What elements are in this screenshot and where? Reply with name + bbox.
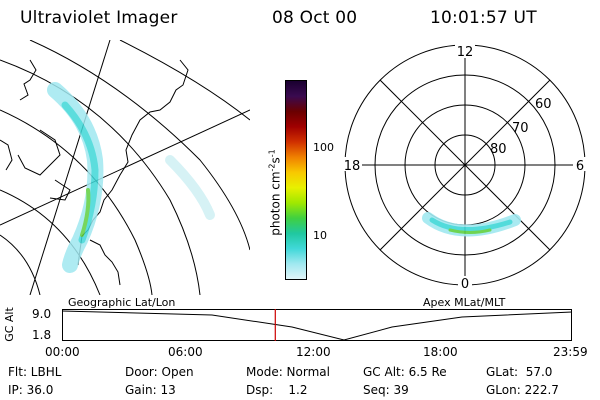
mlt-label-0: 0 bbox=[461, 277, 469, 292]
lat-label-80: 80 bbox=[490, 142, 507, 157]
altitude-xtick-0: 00:00 bbox=[45, 345, 80, 359]
geographic-panel-label: Geographic Lat/Lon bbox=[68, 296, 176, 309]
lat-label-70: 70 bbox=[512, 121, 529, 136]
colorbar-tick-100: 100 bbox=[313, 141, 334, 154]
display-value: Dsp: 1.2 bbox=[246, 383, 308, 397]
lat-circle-4 bbox=[0, 189, 101, 295]
glon-value: GLon: 222.7 bbox=[486, 383, 559, 397]
altitude-xtick-24: 23:59 bbox=[553, 345, 588, 359]
altitude-plot bbox=[62, 309, 572, 341]
altitude-xtick-12: 12:00 bbox=[296, 345, 331, 359]
colorbar-tick-10: 10 bbox=[313, 229, 327, 242]
polar-aurora bbox=[422, 212, 521, 237]
apex-panel-label: Apex MLat/MLT bbox=[423, 296, 506, 309]
altitude-ytick-low: 1.8 bbox=[32, 328, 52, 342]
colorbar bbox=[285, 80, 307, 280]
aurora-emission bbox=[47, 82, 215, 273]
mlt-label-18: 18 bbox=[344, 159, 361, 174]
mlt-label-6: 6 bbox=[576, 159, 584, 174]
altitude-ylabel: GC Alt bbox=[2, 307, 16, 342]
altitude-xtick-18: 18:00 bbox=[423, 345, 458, 359]
filter-value: Flt: LBHL bbox=[8, 365, 62, 379]
instrument-title: Ultraviolet Imager bbox=[20, 8, 178, 28]
gain-value: Gain: 13 bbox=[125, 383, 176, 397]
altitude-curve bbox=[62, 310, 572, 341]
coastline-5 bbox=[89, 239, 121, 286]
coastline-2 bbox=[19, 59, 37, 101]
lat-label-60: 60 bbox=[535, 97, 552, 112]
observation-time: 10:01:57 UT bbox=[430, 8, 537, 28]
altitude-xtick-6: 06:00 bbox=[168, 345, 203, 359]
coastline-6 bbox=[0, 139, 13, 171]
coastline-3 bbox=[17, 129, 61, 176]
lat-circle-3 bbox=[0, 109, 153, 295]
mode-value: Mode: Normal bbox=[246, 365, 330, 379]
colorbar-label: photon cm-2s-1 bbox=[267, 149, 283, 236]
coastline-4 bbox=[49, 179, 71, 201]
sequence-value: Seq: 39 bbox=[363, 383, 409, 397]
altitude-ytick-high: 9.0 bbox=[32, 307, 52, 321]
lat-circle-6 bbox=[119, 40, 250, 121]
glat-value: GLat: 57.0 bbox=[486, 365, 553, 379]
ip-value: IP: 36.0 bbox=[8, 383, 54, 397]
colorbar-gradient bbox=[286, 81, 306, 279]
door-status: Door: Open bbox=[125, 365, 194, 379]
lat-circle-1 bbox=[29, 40, 250, 251]
lon-line-2 bbox=[29, 40, 111, 295]
mlt-label-12: 12 bbox=[457, 45, 474, 60]
observation-date: 08 Oct 00 bbox=[272, 8, 358, 28]
lat-circle-5 bbox=[0, 234, 41, 295]
polar-plot: 12 18 6 0 60 70 80 bbox=[340, 44, 589, 292]
mlt-diag-2 bbox=[379, 79, 551, 251]
geographic-map bbox=[0, 40, 250, 295]
gc-altitude-value: GC Alt: 6.5 Re bbox=[363, 365, 447, 379]
